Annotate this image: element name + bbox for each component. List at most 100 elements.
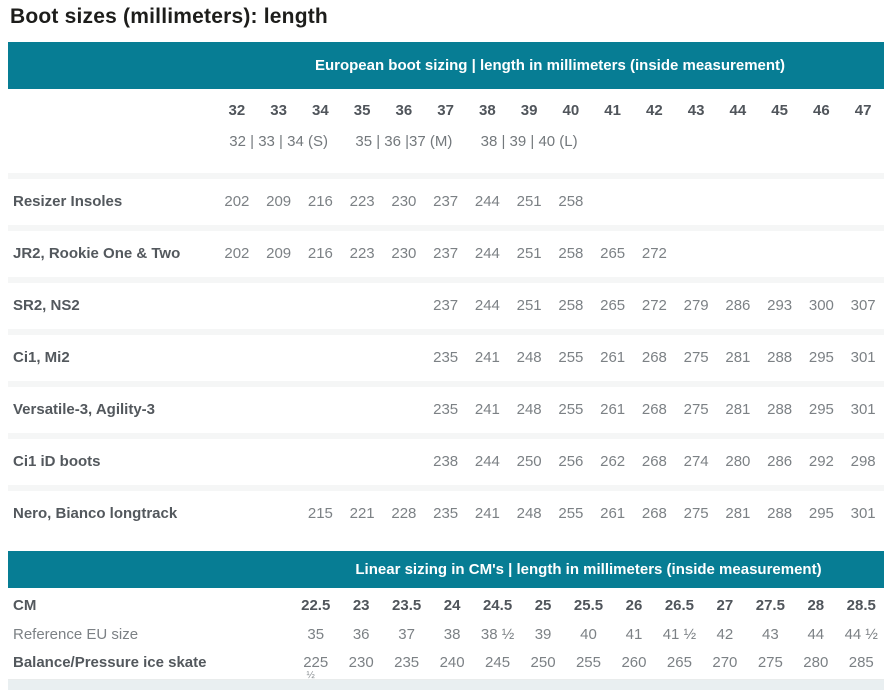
size-value-cell: 268 — [641, 505, 667, 522]
size-value-cell: 215 — [307, 505, 333, 522]
size-value-cell: 275 — [683, 505, 709, 522]
cm-value-cell: 37 — [384, 625, 429, 645]
cm-value-cell: 250 — [520, 653, 565, 673]
cm-value-text: 44 ½ — [844, 626, 878, 643]
size-value-cell: 216 — [307, 245, 333, 262]
eu-size-label: 41 — [604, 102, 621, 119]
size-value-cell: 248 — [516, 401, 542, 418]
cm-value-text: 270 — [712, 654, 738, 671]
cm-table-header-title: Linear sizing in CM's | length in millim… — [355, 561, 822, 578]
size-value-cell: 261 — [600, 505, 626, 522]
size-value-cell: 209 — [266, 245, 292, 262]
size-value-cell: 255 — [558, 401, 584, 418]
eu-size-label: 42 — [646, 102, 663, 119]
size-value-cell: 281 — [725, 349, 751, 366]
eu-table-header-title: European boot sizing | length in millime… — [314, 57, 786, 74]
cm-value-cell: 44 ½ — [839, 625, 884, 645]
size-value-cell: 241 — [474, 505, 500, 522]
size-value-cell: 279 — [683, 297, 709, 314]
size-value-cell: 256 — [558, 453, 584, 470]
size-value-cell: 250 — [516, 453, 542, 470]
eu-size-label: 33 — [270, 102, 287, 119]
size-value-cell: 235 — [433, 505, 459, 522]
cm-row-label: Reference EU size — [13, 626, 139, 643]
cm-value-cell: 24 — [429, 596, 474, 616]
cm-row-label: Balance/Pressure ice skate — [13, 654, 207, 671]
size-value-cell: 268 — [641, 453, 667, 470]
size-value-cell: 295 — [808, 505, 834, 522]
cm-value-text: 42 — [716, 626, 734, 643]
size-value-cell: 238 — [433, 453, 459, 470]
size-value-cell: 223 — [349, 245, 375, 262]
product-label: SR2, NS2 — [13, 297, 80, 314]
cm-value-cell: 255 — [566, 653, 611, 673]
eu-size-label: 32 — [228, 102, 246, 119]
size-value-cell: 275 — [683, 349, 709, 366]
cm-value-cell: 280 — [793, 653, 838, 673]
product-row: Ci1 iD boots 238 244 250 256 262 268 274 280 286 2… — [8, 433, 884, 485]
cm-value-text: 25.5 — [573, 597, 604, 614]
cm-row-label: CM — [13, 597, 37, 614]
size-value-cell: 251 — [516, 193, 542, 210]
size-value-cell: 235 — [433, 401, 459, 418]
cm-value-text: 41 ½ — [662, 626, 697, 643]
size-value-cell: 292 — [808, 453, 834, 470]
cm-value-text: 37 — [398, 626, 415, 643]
cm-value-text: 275 — [757, 654, 783, 671]
size-value-cell: 301 — [850, 401, 876, 418]
size-value-cell: 235 — [433, 349, 459, 366]
cm-value-text: 280 — [803, 654, 829, 671]
cm-value-text: 38 — [443, 626, 461, 643]
size-group-label: 35 | 36 |37 (M) — [355, 133, 453, 150]
eu-size-label: 45 — [771, 102, 788, 119]
size-value-cell: 301 — [850, 349, 876, 366]
cm-value-cell: 28 — [793, 596, 838, 616]
product-row: Versatile-3, Agility-3 235 241 248 255 261 268… — [8, 381, 884, 433]
size-value-cell: 228 — [391, 505, 417, 522]
cm-value-cell: 27 — [702, 596, 747, 616]
cm-value-cell: 240 — [429, 653, 474, 673]
eu-size-label: 44 — [729, 102, 747, 119]
size-value-cell: 281 — [725, 401, 751, 418]
cm-table-row: CM 22.5 23 23.5 24 24.5 25 25.5 26 26.5 27 27.5 28 28… — [8, 588, 884, 622]
size-value-cell: 258 — [558, 245, 584, 262]
size-value-cell: 237 — [433, 193, 459, 210]
cm-value-text: 255 — [575, 654, 601, 671]
cm-value-text: 38 ½ — [480, 626, 515, 643]
size-value-cell: 244 — [474, 245, 500, 262]
cm-value-text: 28.5 — [846, 597, 876, 614]
cm-value-cell: 35 — [293, 625, 338, 645]
size-value-cell: 300 — [808, 297, 834, 314]
size-value-cell: 209 — [266, 193, 292, 210]
cm-value-text: 245 — [485, 654, 511, 671]
cm-value-text: 235 — [394, 654, 420, 671]
product-label: Nero, Bianco longtrack — [13, 505, 178, 522]
cm-value-text: 24 — [443, 597, 461, 614]
product-row: SR2, NS2 237 244 251 258 265 272 279 286 293 300 30… — [8, 277, 884, 329]
cm-value-cell: 245 — [475, 653, 520, 673]
eu-size-label: 47 — [854, 102, 872, 119]
size-value-cell: 244 — [474, 453, 500, 470]
cm-value-text: 35 — [307, 626, 325, 643]
size-value-cell: 251 — [516, 297, 542, 314]
cm-table-header-bar: Linear sizing in CM's | length in millim… — [8, 551, 884, 588]
size-value-cell: 307 — [850, 297, 876, 314]
eu-sizing-table: European boot sizing | length in millime… — [8, 42, 884, 537]
cm-value-cell: 41 — [611, 625, 656, 645]
product-row: JR2, Rookie One & Two 202 209 216 223 230 237 2… — [8, 225, 884, 277]
size-value-cell: 248 — [516, 505, 542, 522]
size-value-cell: 280 — [725, 453, 751, 470]
size-value-cell: 288 — [767, 401, 793, 418]
size-value-cell: 202 — [224, 193, 250, 210]
size-value-cell: 288 — [767, 349, 793, 366]
cm-value-cell: 38 ½ — [475, 625, 520, 645]
size-value-cell: 262 — [600, 453, 626, 470]
size-value-cell: 281 — [725, 505, 751, 522]
cm-value-cell: 23 — [338, 596, 383, 616]
product-label: Versatile-3, Agility-3 — [13, 401, 156, 418]
eu-size-group-row: 32 | 33 | 34 (S) 35 | 36 |37 (M) 38 | 39 |… — [8, 124, 884, 173]
bottom-cropped-band — [8, 680, 884, 690]
cm-value-cell: 26.5 — [657, 596, 702, 616]
cm-value-cell: 40 — [566, 625, 611, 645]
cm-value-text: 27.5 — [755, 597, 785, 614]
